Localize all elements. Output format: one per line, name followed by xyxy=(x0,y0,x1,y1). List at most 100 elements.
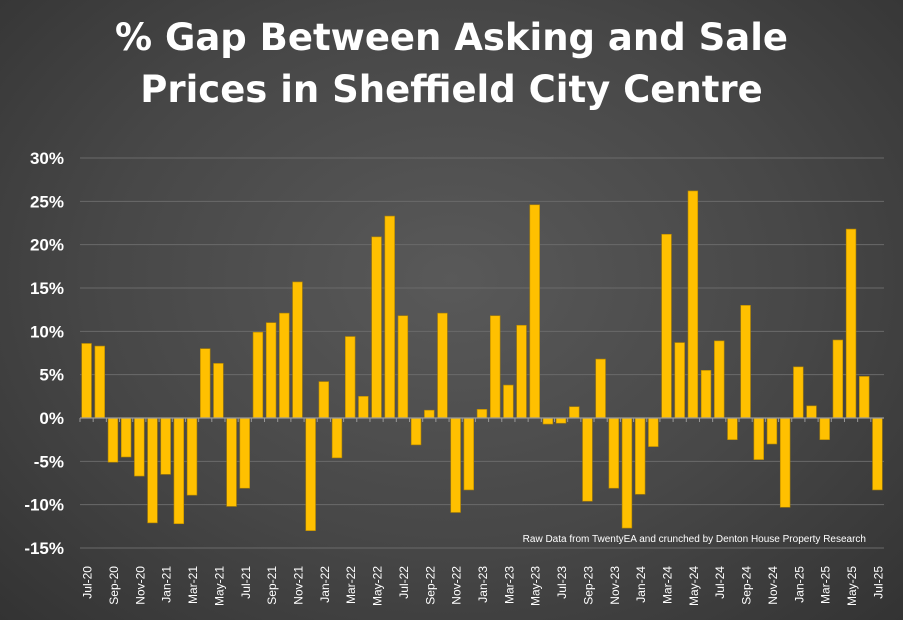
bar xyxy=(648,417,659,447)
x-tick-label: Jan-25 xyxy=(792,566,806,603)
bar xyxy=(305,417,316,531)
bar xyxy=(94,345,105,419)
bar xyxy=(793,366,804,419)
bar xyxy=(186,417,198,496)
x-tick-label: Sep-20 xyxy=(107,566,121,605)
bar xyxy=(345,336,356,419)
y-tick-label: 5% xyxy=(39,366,64,385)
bar xyxy=(832,339,844,419)
source-annotation: Raw Data from TwentyEA and crunched by D… xyxy=(523,534,866,545)
bar xyxy=(674,342,685,419)
bar xyxy=(819,417,830,440)
x-tick-label: Jul-20 xyxy=(81,566,95,599)
bar xyxy=(542,417,554,425)
bar xyxy=(806,405,817,419)
bar xyxy=(147,417,158,524)
x-tick-label: Sep-22 xyxy=(423,566,437,605)
bar xyxy=(160,417,171,475)
x-tick-label: Sep-24 xyxy=(740,566,754,605)
x-tick-label: Jan-22 xyxy=(318,566,332,603)
x-tick-label: Jul-22 xyxy=(397,566,411,599)
bar xyxy=(661,233,672,419)
y-tick-label: 0% xyxy=(39,409,64,428)
y-tick-label: 15% xyxy=(30,279,64,298)
x-tick-label: Mar-21 xyxy=(186,566,200,604)
chart-title-line1: % Gap Between Asking and Sale xyxy=(115,16,788,59)
bar xyxy=(81,343,92,419)
bar xyxy=(872,417,883,491)
bar xyxy=(213,363,224,419)
x-tick-label: Jan-23 xyxy=(476,566,490,603)
x-tick-label: Sep-23 xyxy=(581,566,595,605)
bar xyxy=(463,417,474,491)
bar xyxy=(424,409,435,419)
bar xyxy=(371,236,382,419)
bar xyxy=(252,331,264,419)
y-tick-label: 20% xyxy=(30,236,64,255)
bar xyxy=(845,228,857,419)
bar xyxy=(727,417,738,440)
bar xyxy=(859,376,870,419)
bar xyxy=(595,358,606,419)
bar xyxy=(476,409,488,419)
x-tick-label: May-25 xyxy=(845,566,859,606)
y-tick-label: -15% xyxy=(24,539,64,558)
bar xyxy=(529,204,540,419)
bar xyxy=(226,417,237,507)
bar xyxy=(437,312,448,419)
x-tick-label: Jul-23 xyxy=(555,566,569,599)
x-tick-label: May-22 xyxy=(371,566,385,606)
bar xyxy=(107,417,119,463)
y-tick-label: -10% xyxy=(24,496,64,515)
x-tick-label: Nov-21 xyxy=(291,566,305,605)
x-tick-label: Nov-23 xyxy=(608,566,622,605)
x-tick-label: May-23 xyxy=(529,566,543,606)
x-tick-label: May-24 xyxy=(687,566,701,606)
bar xyxy=(279,312,290,419)
x-tick-label: Nov-22 xyxy=(450,566,464,605)
x-tick-label: Jul-21 xyxy=(239,566,253,599)
chart-title: % Gap Between Asking and Sale Prices in … xyxy=(0,12,903,116)
bar xyxy=(582,417,593,502)
bar xyxy=(358,396,369,419)
bar xyxy=(608,417,619,489)
y-tick-label: 30% xyxy=(30,149,64,168)
bar xyxy=(134,417,145,477)
x-tick-label: Mar-22 xyxy=(344,566,358,604)
bar xyxy=(621,417,633,529)
x-tick-label: Sep-21 xyxy=(265,566,279,605)
bar xyxy=(516,324,527,419)
x-tick-label: Jan-21 xyxy=(160,566,174,603)
y-tick-label: 10% xyxy=(30,322,64,341)
bar xyxy=(410,417,422,446)
x-tick-label: May-21 xyxy=(212,566,226,606)
bar xyxy=(292,281,303,419)
bar xyxy=(490,315,501,419)
bar xyxy=(318,381,330,419)
bar xyxy=(569,406,580,419)
x-tick-label: Jul-25 xyxy=(871,566,885,599)
bar xyxy=(634,417,646,495)
y-tick-label: 25% xyxy=(30,192,64,211)
bar xyxy=(397,315,409,419)
bar xyxy=(239,417,250,489)
x-tick-label: Mar-23 xyxy=(502,566,516,604)
bar xyxy=(450,417,461,513)
bar xyxy=(740,305,751,419)
bar xyxy=(714,340,725,419)
bar xyxy=(503,384,514,419)
bar xyxy=(200,348,211,419)
bar xyxy=(753,417,764,460)
x-tick-label: Nov-20 xyxy=(133,566,147,605)
bar xyxy=(700,370,712,419)
bar xyxy=(173,417,185,525)
bar xyxy=(555,417,567,424)
x-tick-label: Mar-25 xyxy=(819,566,833,604)
chart-title-line2: Prices in Sheffield City Centre xyxy=(140,68,763,111)
x-tick-label: Nov-24 xyxy=(766,566,780,605)
x-tick-label: Mar-24 xyxy=(661,566,675,604)
bar xyxy=(265,322,277,419)
bar xyxy=(779,417,791,508)
bar xyxy=(766,417,778,445)
